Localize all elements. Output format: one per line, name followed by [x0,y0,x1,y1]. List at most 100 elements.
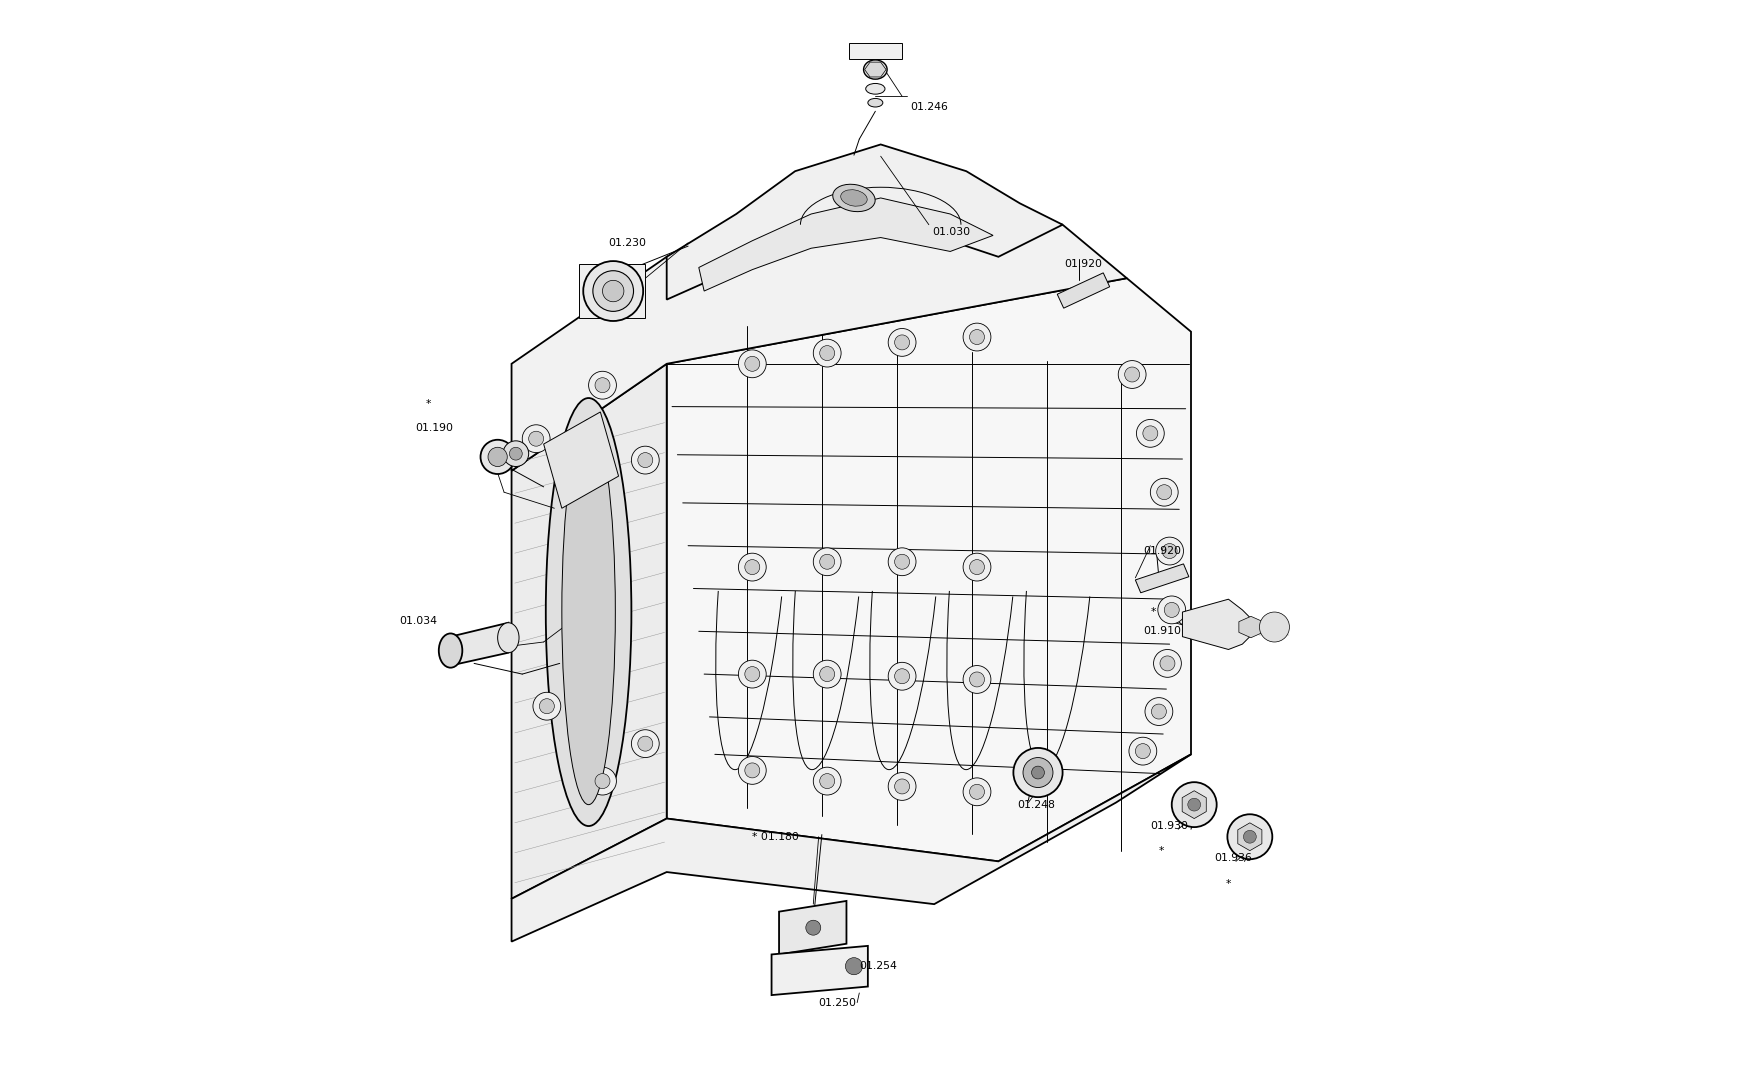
Circle shape [1170,782,1216,827]
Polygon shape [849,43,901,59]
Circle shape [1153,649,1181,677]
Circle shape [1156,596,1184,624]
Circle shape [812,339,840,367]
Circle shape [969,672,984,687]
Polygon shape [511,364,666,899]
Circle shape [1188,798,1200,811]
Text: *: * [1158,845,1163,856]
Polygon shape [511,177,1127,471]
Circle shape [737,350,765,378]
Circle shape [845,958,863,975]
Circle shape [969,330,984,345]
Circle shape [819,346,835,361]
Ellipse shape [868,98,882,107]
Circle shape [894,779,909,794]
Circle shape [812,548,840,576]
Polygon shape [1057,273,1109,308]
Polygon shape [1236,823,1261,851]
Ellipse shape [438,633,463,668]
Circle shape [588,767,616,795]
Text: *: * [426,399,431,410]
Circle shape [1118,361,1146,388]
Circle shape [539,699,555,714]
Circle shape [819,774,835,789]
Circle shape [602,280,624,302]
Circle shape [812,767,840,795]
Circle shape [583,261,643,321]
Circle shape [595,774,610,789]
Ellipse shape [833,184,875,212]
Circle shape [1012,748,1063,797]
Circle shape [744,560,760,575]
Text: 01.190: 01.190 [416,423,452,433]
Text: 01.910: 01.910 [1143,626,1181,637]
Circle shape [812,660,840,688]
Text: *: * [1149,607,1155,617]
Polygon shape [779,901,845,954]
Circle shape [1143,426,1156,441]
Circle shape [529,431,543,446]
Circle shape [805,920,821,935]
Circle shape [1156,485,1170,500]
Text: 01.920: 01.920 [1143,546,1181,556]
Circle shape [894,554,909,569]
Circle shape [638,736,652,751]
Text: 01.230: 01.230 [607,238,645,248]
Circle shape [631,446,659,474]
Circle shape [1136,419,1163,447]
Circle shape [887,773,915,800]
Circle shape [503,441,529,467]
Ellipse shape [863,60,887,79]
Polygon shape [1238,616,1263,638]
Text: 01.246: 01.246 [909,102,948,112]
Polygon shape [511,754,1189,942]
Polygon shape [543,412,617,508]
Circle shape [1226,814,1271,859]
Circle shape [737,660,765,688]
Polygon shape [666,144,1063,300]
Circle shape [963,323,989,351]
Circle shape [894,335,909,350]
Text: *: * [1224,878,1229,889]
Text: 01.936: 01.936 [1214,853,1252,863]
Circle shape [1129,737,1156,765]
Circle shape [1023,758,1052,788]
Ellipse shape [546,398,631,826]
Circle shape [638,453,652,468]
Circle shape [532,692,560,720]
Circle shape [894,669,909,684]
Circle shape [1123,367,1139,382]
Circle shape [737,553,765,581]
Circle shape [1160,656,1174,671]
Circle shape [588,371,616,399]
Text: 01.254: 01.254 [859,961,897,972]
Circle shape [631,730,659,758]
Polygon shape [1136,564,1188,593]
Text: 01.250: 01.250 [817,997,856,1008]
Polygon shape [666,278,1189,861]
Circle shape [510,447,522,460]
Text: 01.920: 01.920 [1064,259,1103,270]
Text: 01.930: 01.930 [1149,821,1188,831]
Circle shape [1243,830,1256,843]
Circle shape [744,667,760,682]
Polygon shape [1183,599,1252,649]
Circle shape [963,778,989,806]
Text: * 01.180: * 01.180 [751,831,798,842]
Circle shape [487,447,508,467]
Circle shape [1163,602,1179,617]
Text: 01.034: 01.034 [398,615,436,626]
Circle shape [887,662,915,690]
Text: 01.030: 01.030 [932,227,970,238]
Circle shape [887,328,915,356]
Circle shape [1031,766,1043,779]
Circle shape [963,666,989,693]
Circle shape [480,440,515,474]
Circle shape [1155,537,1183,565]
Text: 01.248: 01.248 [1017,799,1056,810]
Circle shape [819,554,835,569]
Circle shape [963,553,989,581]
Circle shape [744,356,760,371]
Circle shape [1151,704,1165,719]
Polygon shape [1181,791,1205,819]
